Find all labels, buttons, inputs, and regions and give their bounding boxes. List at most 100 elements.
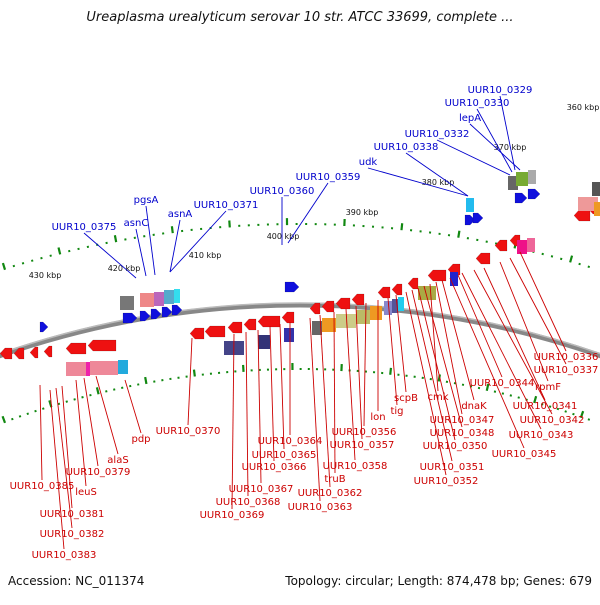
ruler-tick [3, 263, 5, 270]
gene-feature-box [284, 328, 294, 342]
reverse-gene-arrow [574, 210, 590, 221]
ruler-tick [66, 401, 67, 403]
reverse-gene-label: UUR10_0362 [298, 488, 363, 499]
reverse-gene-label: pdp [131, 434, 150, 445]
reverse-gene-label: UUR10_0368 [216, 497, 281, 508]
forward-gene-arrow [528, 189, 540, 199]
gene-feature-box [466, 198, 474, 212]
reverse-gene-label: UUR10_0363 [288, 502, 353, 513]
reverse-label-leader [188, 338, 192, 425]
reverse-label-leader [280, 324, 284, 449]
forward-gene-label: UUR10_0338 [374, 142, 439, 153]
reverse-gene-label: lon [370, 412, 385, 423]
ruler-tick [458, 231, 459, 238]
forward-gene-label: pgsA [134, 195, 159, 206]
gene-feature-box [594, 202, 600, 216]
ruler-tick [552, 255, 553, 257]
reverse-gene-arrow [244, 319, 256, 330]
gene-feature-box [86, 362, 90, 376]
reverse-gene-arrow [392, 284, 402, 295]
gene-feature-box [120, 296, 134, 310]
ruler-tick [14, 265, 15, 267]
ruler-tick [561, 258, 562, 260]
reverse-gene-arrow [408, 278, 418, 289]
ruler-tick [115, 235, 116, 242]
gene-feature-box [174, 289, 180, 303]
reverse-gene-arrow [88, 340, 116, 351]
reverse-gene-label: UUR10_0336 [534, 352, 599, 363]
reverse-gene-label: UUR10_0348 [430, 428, 495, 439]
gene-feature-box [164, 290, 174, 304]
kbp-tick-label: 420 kbp [108, 264, 141, 273]
reverse-gene-label: scpB [394, 393, 418, 404]
ruler-tick [589, 419, 590, 421]
ruler-tick [194, 370, 195, 377]
ruler-tick [518, 397, 519, 399]
reverse-label-leader [388, 298, 397, 405]
ruler-tick [579, 263, 580, 265]
ruler-tick [32, 260, 33, 262]
reverse-gene-label: UUR10_0341 [513, 401, 578, 412]
ruler-tick [59, 403, 60, 405]
ruler-tick [35, 410, 36, 412]
reverse-gene-arrow [352, 294, 364, 305]
reverse-label-leader [84, 378, 98, 466]
reverse-gene-arrow [282, 312, 294, 323]
forward-gene-label: UUR10_0329 [468, 85, 533, 96]
reverse-gene-arrow [30, 347, 38, 358]
gene-feature-box [398, 297, 404, 311]
reverse-label-leader [232, 334, 234, 509]
ruler-tick [20, 415, 21, 417]
forward-gene-label: asnA [168, 209, 193, 220]
reverse-gene-arrow [205, 326, 225, 337]
reverse-gene-label: UUR10_0385 [10, 481, 75, 492]
reverse-label-leader [510, 258, 566, 364]
ruler-tick [588, 266, 589, 268]
reverse-gene-arrow [228, 322, 242, 333]
reverse-label-leader [125, 380, 141, 433]
kbp-tick-label: 360 kbp [567, 103, 600, 112]
ruler-tick [12, 418, 13, 420]
ruler-tick [570, 256, 572, 263]
forward-gene-arrow [515, 193, 527, 203]
gene-feature-box [140, 293, 154, 307]
forward-gene-label: udk [359, 157, 378, 168]
forward-gene-arrow [40, 322, 48, 332]
reverse-gene-arrow [378, 287, 390, 298]
gene-feature-box [154, 292, 164, 306]
gene-feature-box [527, 238, 535, 252]
gene-feature-box [450, 272, 458, 286]
reverse-label-leader [474, 270, 552, 414]
forward-gene-label: UUR10_0360 [250, 186, 315, 197]
reverse-gene-label: UUR10_0379 [66, 467, 131, 478]
forward-gene-label: UUR10_0359 [296, 172, 361, 183]
reverse-gene-label: alaS [107, 455, 128, 466]
page-title: Ureaplasma urealyticum serovar 10 str. A… [0, 10, 600, 25]
gene-feature-box [370, 306, 382, 320]
gene-feature-box [516, 172, 528, 186]
ruler-tick [23, 262, 24, 264]
gene-feature-box [592, 182, 600, 196]
reverse-gene-label: UUR10_0383 [32, 550, 97, 561]
reverse-gene-label: UUR10_0347 [430, 415, 495, 426]
reverse-gene-label: UUR10_0351 [420, 462, 485, 473]
accession-text: Accession: NC_011374 [8, 574, 144, 588]
ruler-tick [74, 398, 75, 400]
reverse-labels: UUR10_0336UUR10_0337rpmFUUR10_0341UUR10_… [10, 252, 599, 561]
reverse-gene-label: UUR10_0357 [330, 440, 395, 451]
reverse-gene-label: UUR10_0342 [520, 415, 585, 426]
kbp-tick-label: 410 kbp [189, 251, 222, 260]
ruler-tick [401, 223, 402, 230]
forward-gene-label: asnC [124, 218, 149, 229]
reverse-gene-label: UUR10_0345 [492, 449, 557, 460]
ruler-tick [97, 387, 99, 394]
genome-backbone [0, 305, 600, 363]
gene-feature-box [118, 360, 128, 374]
ruler-tick [145, 377, 146, 384]
gene-feature-box [528, 170, 536, 184]
reverse-gene-arrow [66, 343, 86, 354]
reverse-gene-label: UUR10_0365 [252, 450, 317, 461]
forward-gene-label: UUR10_0375 [52, 222, 117, 233]
kbp-tick-label: 390 kbp [346, 208, 379, 217]
